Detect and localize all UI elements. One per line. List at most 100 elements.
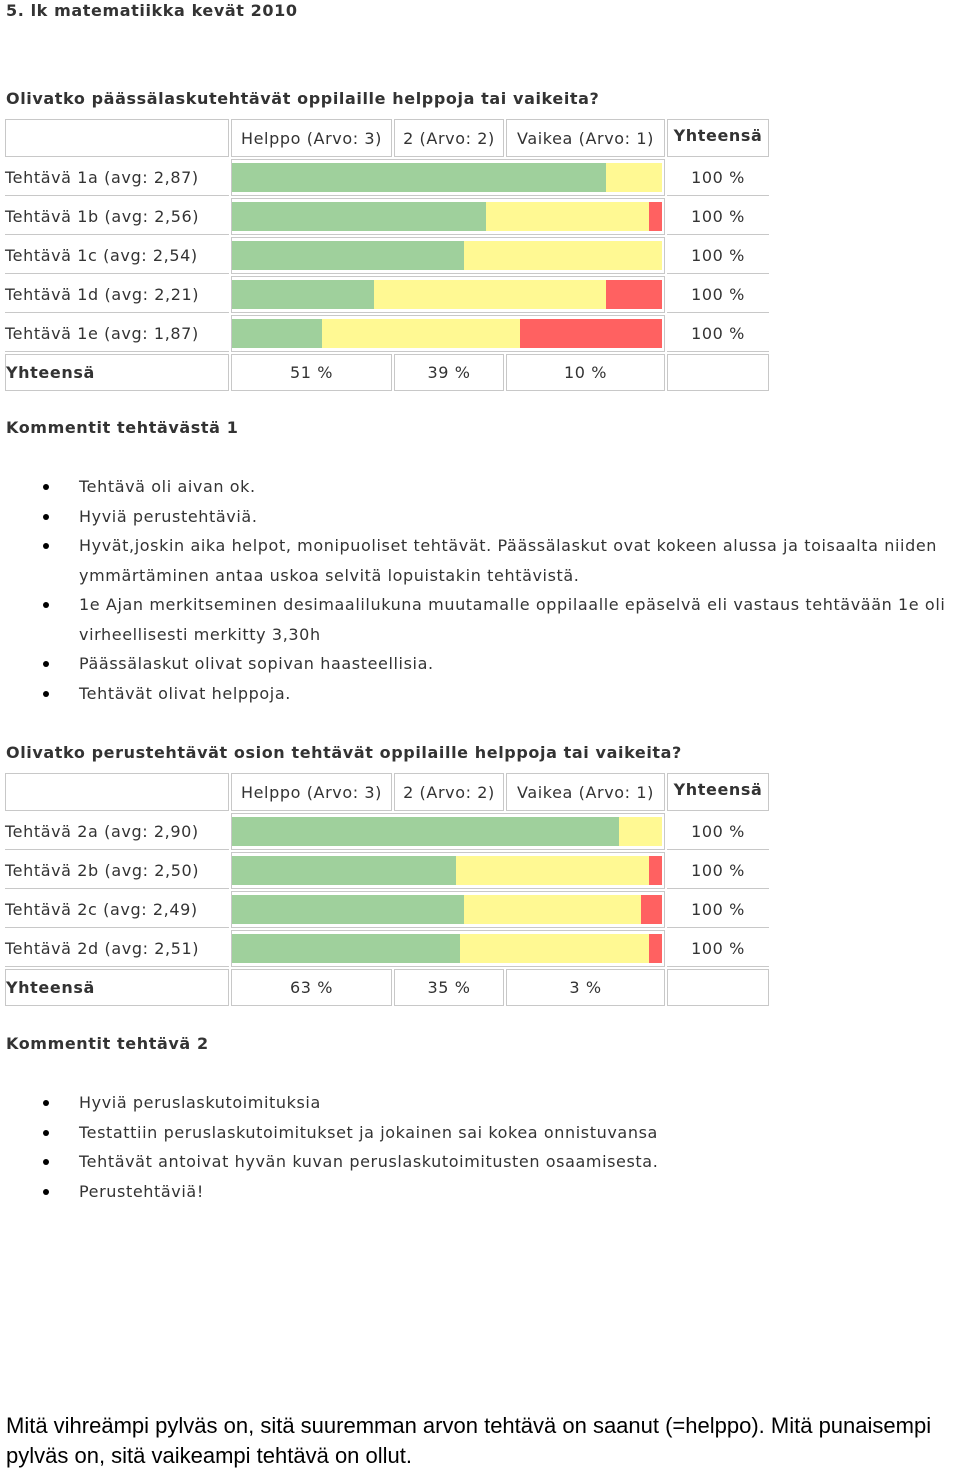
header-hard: Vaikea (Arvo: 1) — [506, 773, 665, 811]
footer-note: Mitä vihreämpi pylväs on, sitä suuremman… — [6, 1413, 932, 1468]
table-row: Tehtävä 1c (avg: 2,54) 100 % — [5, 237, 769, 274]
stacked-bar-cell — [231, 852, 665, 889]
bar-segment-mid — [459, 934, 650, 963]
total-easy: 51 % — [231, 354, 392, 391]
comment-item: Tehtävät olivat helppoja. — [0, 679, 958, 709]
totals-empty-cell — [667, 969, 769, 1006]
header-corner — [5, 773, 229, 811]
question-1-title: Olivatko päässälaskutehtävät oppilaille … — [6, 89, 600, 108]
stacked-bar-cell — [231, 198, 665, 235]
totals-label: Yhteensä — [5, 354, 229, 391]
row-label: Tehtävä 1c (avg: 2,54) — [5, 237, 229, 274]
comments-2-title: Kommentit tehtävä 2 — [6, 1034, 209, 1053]
table-row: Tehtävä 2b (avg: 2,50) 100 % — [5, 852, 769, 889]
stacked-bar-cell — [231, 930, 665, 967]
comment-item: Hyvät,joskin aika helpot, monipuoliset t… — [0, 531, 958, 590]
row-total: 100 % — [667, 315, 769, 352]
bar-segment-easy — [232, 202, 486, 231]
table-row: Tehtävä 1a (avg: 2,87) 100 % — [5, 159, 769, 196]
bar-segment-easy — [232, 163, 607, 192]
header-mid: 2 (Arvo: 2) — [394, 119, 504, 157]
page-title: 5. lk matematiikka kevät 2010 — [6, 1, 298, 20]
bar-segment-mid — [485, 202, 650, 231]
stacked-bar — [232, 934, 663, 963]
stacked-bar — [232, 241, 662, 270]
bar-segment-mid — [619, 817, 662, 846]
header-easy: Helppo (Arvo: 3) — [231, 773, 392, 811]
row-label: Tehtävä 2a (avg: 2,90) — [5, 813, 229, 850]
row-total: 100 % — [667, 198, 769, 235]
totals-row: Yhteensä 63 % 35 % 3 % — [5, 969, 769, 1006]
header-hard: Vaikea (Arvo: 1) — [506, 119, 665, 157]
stacked-bar — [232, 319, 662, 348]
stacked-bar-cell — [231, 891, 665, 928]
bar-segment-hard — [649, 202, 663, 231]
comment-item: 1e Ajan merkitseminen desimaalilukuna mu… — [0, 590, 958, 649]
stacked-bar — [232, 280, 663, 309]
stacked-bar — [232, 163, 662, 192]
stacked-bar — [232, 817, 662, 846]
row-total: 100 % — [667, 891, 769, 928]
comment-item: Testattiin peruslaskutoimitukset ja joka… — [0, 1118, 958, 1148]
bar-segment-hard — [520, 319, 662, 348]
row-total: 100 % — [667, 813, 769, 850]
comments-2-list: Hyviä peruslaskutoimituksia Testattiin pe… — [0, 1088, 958, 1206]
bar-segment-mid — [373, 280, 607, 309]
totals-empty-cell — [667, 354, 769, 391]
stacked-bar-cell — [231, 813, 665, 850]
header-mid: 2 (Arvo: 2) — [394, 773, 504, 811]
bar-segment-hard — [649, 934, 663, 963]
row-label: Tehtävä 2b (avg: 2,50) — [5, 852, 229, 889]
comments-1-title: Kommentit tehtävästä 1 — [6, 418, 239, 437]
bar-segment-mid — [606, 163, 662, 192]
header-total: Yhteensä — [667, 119, 769, 157]
table-header-row: Helppo (Arvo: 3) 2 (Arvo: 2) Vaikea (Arv… — [5, 773, 769, 811]
row-label: Tehtävä 2d (avg: 2,51) — [5, 930, 229, 967]
stacked-bar — [232, 895, 662, 924]
row-label: Tehtävä 1d (avg: 2,21) — [5, 276, 229, 313]
question-2-title: Olivatko perustehtävät osion tehtävät op… — [6, 743, 682, 762]
table-row: Tehtävä 2d (avg: 2,51) 100 % — [5, 930, 769, 967]
bar-segment-easy — [232, 280, 374, 309]
bar-segment-easy — [232, 319, 323, 348]
bar-segment-easy — [232, 856, 456, 885]
row-total: 100 % — [667, 852, 769, 889]
bar-segment-mid — [464, 895, 641, 924]
total-hard: 3 % — [506, 969, 665, 1006]
header-easy: Helppo (Arvo: 3) — [231, 119, 392, 157]
totals-row: Yhteensä 51 % 39 % 10 % — [5, 354, 769, 391]
stacked-bar — [232, 856, 662, 885]
comment-item: Perustehtäviä! — [0, 1177, 958, 1207]
total-hard: 10 % — [506, 354, 665, 391]
row-label: Tehtävä 1a (avg: 2,87) — [5, 159, 229, 196]
table-row: Tehtävä 2c (avg: 2,49) 100 % — [5, 891, 769, 928]
bar-segment-easy — [232, 817, 619, 846]
header-corner — [5, 119, 229, 157]
results-table-1: Helppo (Arvo: 3) 2 (Arvo: 2) Vaikea (Arv… — [3, 117, 771, 393]
bar-segment-easy — [232, 934, 460, 963]
bar-segment-mid — [322, 319, 521, 348]
row-label: Tehtävä 1b (avg: 2,56) — [5, 198, 229, 235]
comment-item: Hyviä perustehtäviä. — [0, 502, 958, 532]
header-total: Yhteensä — [667, 773, 769, 811]
table-header-row: Helppo (Arvo: 3) 2 (Arvo: 2) Vaikea (Arv… — [5, 119, 769, 157]
bar-segment-easy — [232, 895, 465, 924]
row-label: Tehtävä 1e (avg: 1,87) — [5, 315, 229, 352]
bar-segment-mid — [464, 241, 662, 270]
bar-segment-easy — [232, 241, 465, 270]
stacked-bar-cell — [231, 237, 665, 274]
row-total: 100 % — [667, 237, 769, 274]
comment-item: Tehtävä oli aivan ok. — [0, 472, 958, 502]
totals-label: Yhteensä — [5, 969, 229, 1006]
row-label: Tehtävä 2c (avg: 2,49) — [5, 891, 229, 928]
bar-segment-hard — [649, 856, 662, 885]
stacked-bar — [232, 202, 663, 231]
row-total: 100 % — [667, 276, 769, 313]
total-easy: 63 % — [231, 969, 392, 1006]
bar-segment-mid — [455, 856, 650, 885]
total-mid: 39 % — [394, 354, 504, 391]
comments-1-list: Tehtävä oli aivan ok. Hyviä perustehtäviä… — [0, 472, 958, 708]
row-total: 100 % — [667, 930, 769, 967]
table-row: Tehtävä 1e (avg: 1,87) 100 % — [5, 315, 769, 352]
stacked-bar-cell — [231, 276, 665, 313]
